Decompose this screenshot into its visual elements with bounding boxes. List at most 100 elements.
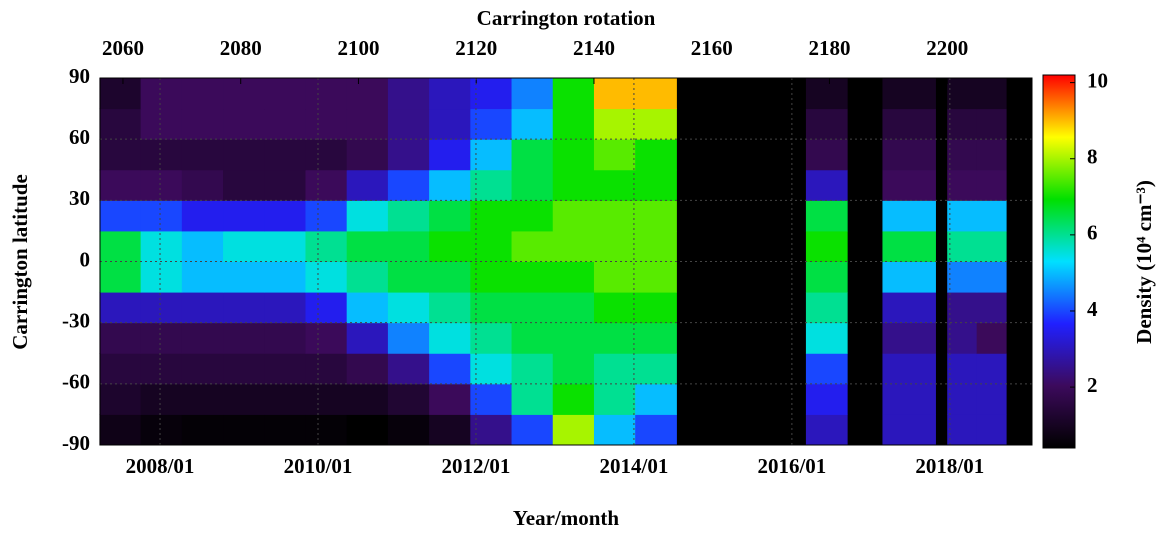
heatmap-cell: [305, 200, 348, 232]
heatmap-cell: [346, 322, 389, 354]
heatmap-cell: [976, 261, 1007, 293]
heatmap-cell: [552, 139, 595, 171]
heatmap-cell: [635, 353, 677, 385]
heatmap-cell: [805, 322, 848, 354]
heatmap-cell: [805, 353, 848, 385]
heatmap-cell: [635, 230, 677, 262]
heatmap-cell: [635, 322, 677, 354]
heatmap-cell: [181, 139, 224, 171]
heatmap-cell: [346, 78, 389, 110]
heatmap-cell: [552, 200, 595, 232]
heatmap-cell: [552, 383, 595, 415]
heatmap-cell: [346, 353, 389, 385]
heatmap-cell: [552, 108, 595, 140]
heatmap-cell: [882, 169, 936, 201]
heatmap-cell: [305, 322, 348, 354]
heatmap-cell: [805, 169, 848, 201]
heatmap-cell: [947, 169, 978, 201]
colorbar-label: Density (10⁴ cm⁻³): [1132, 180, 1156, 344]
y-tick-label: -60: [62, 370, 90, 394]
heatmap-cell: [387, 169, 430, 201]
heatmap-cell: [882, 200, 936, 232]
heatmap-cell: [470, 139, 513, 171]
heatmap-cell: [470, 292, 513, 324]
heatmap-cell: [140, 322, 183, 354]
heatmap-cell: [99, 353, 142, 385]
heatmap-cell: [593, 383, 636, 415]
heatmap-cell: [305, 414, 348, 446]
heatmap-cell: [264, 261, 306, 293]
heatmap-cell: [305, 292, 348, 324]
heatmap-cell: [552, 292, 595, 324]
heatmap-cell: [882, 383, 936, 415]
heatmap-cell: [140, 414, 183, 446]
bottom-tick-label: 2012/01: [442, 454, 511, 478]
heatmap-cell: [429, 139, 471, 171]
heatmap-cell: [805, 414, 848, 446]
heatmap-cell: [635, 78, 677, 110]
top-tick-label: 2160: [691, 36, 733, 60]
heatmap-cell: [805, 200, 848, 232]
heatmap-cell: [305, 261, 348, 293]
heatmap-cell: [635, 139, 677, 171]
heatmap-cell: [593, 353, 636, 385]
heatmap-cell: [223, 78, 265, 110]
heatmap-cell: [429, 292, 471, 324]
colorbar-tick-label: 10: [1087, 68, 1108, 92]
heatmap-cell: [882, 261, 936, 293]
y-axis-label: Carrington latitude: [8, 174, 32, 350]
heatmap-cell: [387, 322, 430, 354]
heatmap-cell: [181, 108, 224, 140]
heatmap-cell: [387, 414, 430, 446]
y-tick-label: 30: [69, 186, 90, 210]
heatmap-cell: [511, 322, 554, 354]
heatmap-cell: [387, 78, 430, 110]
heatmap-cell: [140, 353, 183, 385]
heatmap-cell: [99, 261, 142, 293]
heatmap-cell: [635, 169, 677, 201]
y-tick-label: 60: [69, 125, 90, 149]
heatmap-cell: [947, 322, 978, 354]
heatmap-cell: [947, 78, 978, 110]
heatmap-cell: [635, 383, 677, 415]
heatmap-cell: [470, 108, 513, 140]
heatmap-cell: [976, 292, 1007, 324]
y-tick-label: 0: [80, 247, 91, 271]
heatmap-cell: [805, 292, 848, 324]
heatmap-cell: [470, 383, 513, 415]
heatmap-cell: [470, 169, 513, 201]
heatmap-cell: [593, 169, 636, 201]
colorbar-tick-label: 2: [1087, 373, 1098, 397]
top-axis-label: Carrington rotation: [477, 6, 656, 30]
top-tick-label: 2200: [926, 36, 968, 60]
heatmap-cell: [387, 200, 430, 232]
heatmap-cell: [882, 78, 936, 110]
heatmap-cell: [346, 200, 389, 232]
y-tick-label: -90: [62, 431, 90, 455]
heatmap-cell: [947, 414, 978, 446]
heatmap-cell: [882, 108, 936, 140]
heatmap-cell: [99, 169, 142, 201]
heatmap-cell: [223, 292, 265, 324]
heatmap-cell: [264, 383, 306, 415]
top-tick-label: 2080: [220, 36, 262, 60]
heatmap-cell: [511, 292, 554, 324]
heatmap-cell: [805, 108, 848, 140]
heatmap-cell: [976, 78, 1007, 110]
heatmap-cell: [223, 230, 265, 262]
bottom-tick-label: 2018/01: [915, 454, 984, 478]
heatmap-cell: [305, 230, 348, 262]
heatmap-cell: [976, 108, 1007, 140]
y-tick-label: -30: [62, 308, 90, 332]
heatmap-cell: [470, 200, 513, 232]
heatmap-cell: [99, 322, 142, 354]
heatmap-cell: [805, 230, 848, 262]
heatmap-cell: [181, 200, 224, 232]
top-tick-label: 2140: [573, 36, 615, 60]
heatmap-cell: [511, 230, 554, 262]
heatmap-cell: [181, 169, 224, 201]
heatmap-cell: [264, 139, 306, 171]
heatmap-cell: [140, 200, 183, 232]
heatmap-cell: [181, 383, 224, 415]
heatmap-cell: [305, 383, 348, 415]
